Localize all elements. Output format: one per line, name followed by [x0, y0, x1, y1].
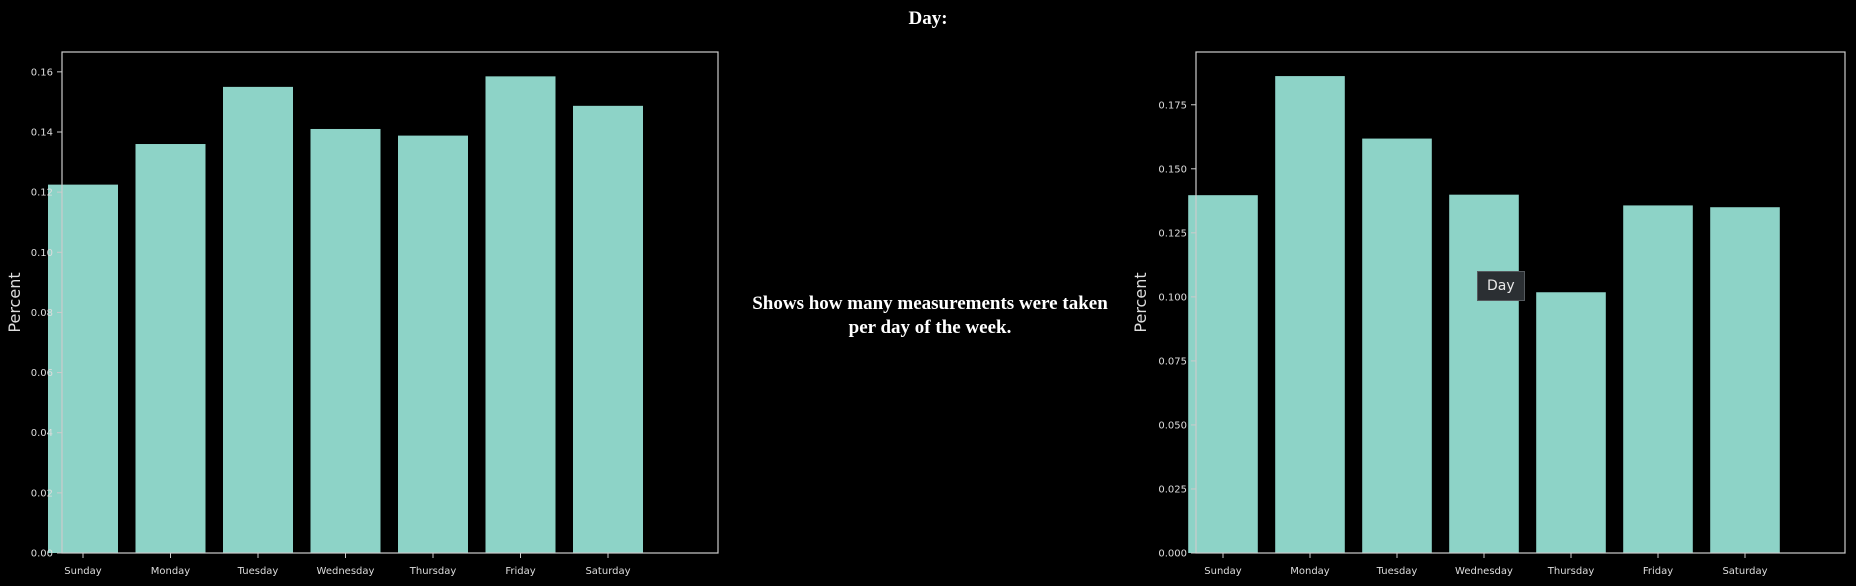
- x-tick-label-thursday: Thursday: [409, 566, 457, 577]
- y-tick-label: 0.000: [1158, 549, 1187, 560]
- chart-description: Shows how many measurements were taken p…: [752, 293, 1108, 338]
- y-tick-label: 0.06: [31, 368, 53, 379]
- y-tick-label: 0.050: [1158, 420, 1187, 431]
- axes-frame: [61, 51, 719, 554]
- x-tick-label-tuesday: Tuesday: [237, 566, 279, 577]
- x-tick-label-sunday: Sunday: [64, 566, 101, 577]
- y-axis-label: Percent: [1131, 272, 1150, 332]
- bar-wednesday[interactable]: [1449, 194, 1519, 554]
- axes-frame: [1195, 51, 1846, 554]
- y-tick-label: 0.08: [31, 308, 53, 319]
- bar-sunday[interactable]: [48, 184, 118, 553]
- bar-saturday[interactable]: [573, 105, 643, 553]
- x-tick-label-monday: Monday: [151, 566, 191, 577]
- x-tick-label-monday: Monday: [1290, 566, 1330, 577]
- page-title: Day:: [908, 8, 948, 29]
- y-tick-label: 0.12: [31, 188, 53, 199]
- bar-wednesday[interactable]: [310, 128, 381, 554]
- bar-sunday[interactable]: [1188, 195, 1258, 553]
- y-tick-label: 0.075: [1158, 356, 1187, 367]
- x-tick-label-friday: Friday: [1643, 566, 1673, 577]
- y-tick-label: 0.175: [1158, 100, 1187, 111]
- y-tick-label: 0.02: [31, 488, 53, 499]
- x-tick-label-saturday: Saturday: [1722, 566, 1767, 577]
- hover-tooltip: Day: [1477, 271, 1525, 301]
- x-tick-label-wednesday: Wednesday: [1455, 566, 1513, 577]
- bar-thursday[interactable]: [1536, 292, 1606, 553]
- bar-monday[interactable]: [135, 144, 206, 553]
- y-tick-label: 0.100: [1158, 292, 1187, 303]
- y-axis-label: Percent: [5, 272, 24, 332]
- bar-friday[interactable]: [1623, 205, 1693, 554]
- y-tick-label: 0.00: [31, 549, 53, 560]
- y-tick-label: 0.125: [1158, 228, 1187, 239]
- bar-saturday[interactable]: [1710, 207, 1780, 553]
- bar-chart-right: 0.000 0.025 0.050 0.075 0.100 0.125 0.150 0.175…: [1131, 51, 1846, 577]
- bar-tuesday[interactable]: [223, 86, 293, 553]
- y-tick-label: 0.025: [1158, 484, 1187, 495]
- y-tick-label: 0.04: [31, 428, 53, 439]
- y-tick-label: 0.150: [1158, 164, 1187, 175]
- y-tick-label: 0.10: [31, 248, 53, 259]
- y-tick-label: 0.16: [31, 67, 53, 78]
- bar-monday[interactable]: [1275, 76, 1345, 553]
- y-tick-label: 0.14: [31, 127, 53, 138]
- bar-thursday[interactable]: [398, 135, 468, 553]
- x-tick-label-tuesday: Tuesday: [1376, 566, 1418, 577]
- bar-chart-left: 0.00 0.02 0.04 0.06 0.08 0.10 0.12 0.14 0.16 Sund…: [5, 51, 719, 577]
- x-tick-label-wednesday: Wednesday: [317, 566, 375, 577]
- x-tick-label-sunday: Sunday: [1204, 566, 1241, 577]
- x-tick-label-saturday: Saturday: [585, 566, 630, 577]
- bar-tuesday[interactable]: [1362, 138, 1432, 553]
- x-tick-label-friday: Friday: [505, 566, 535, 577]
- bar-friday[interactable]: [485, 76, 556, 554]
- x-tick-label-thursday: Thursday: [1547, 566, 1595, 577]
